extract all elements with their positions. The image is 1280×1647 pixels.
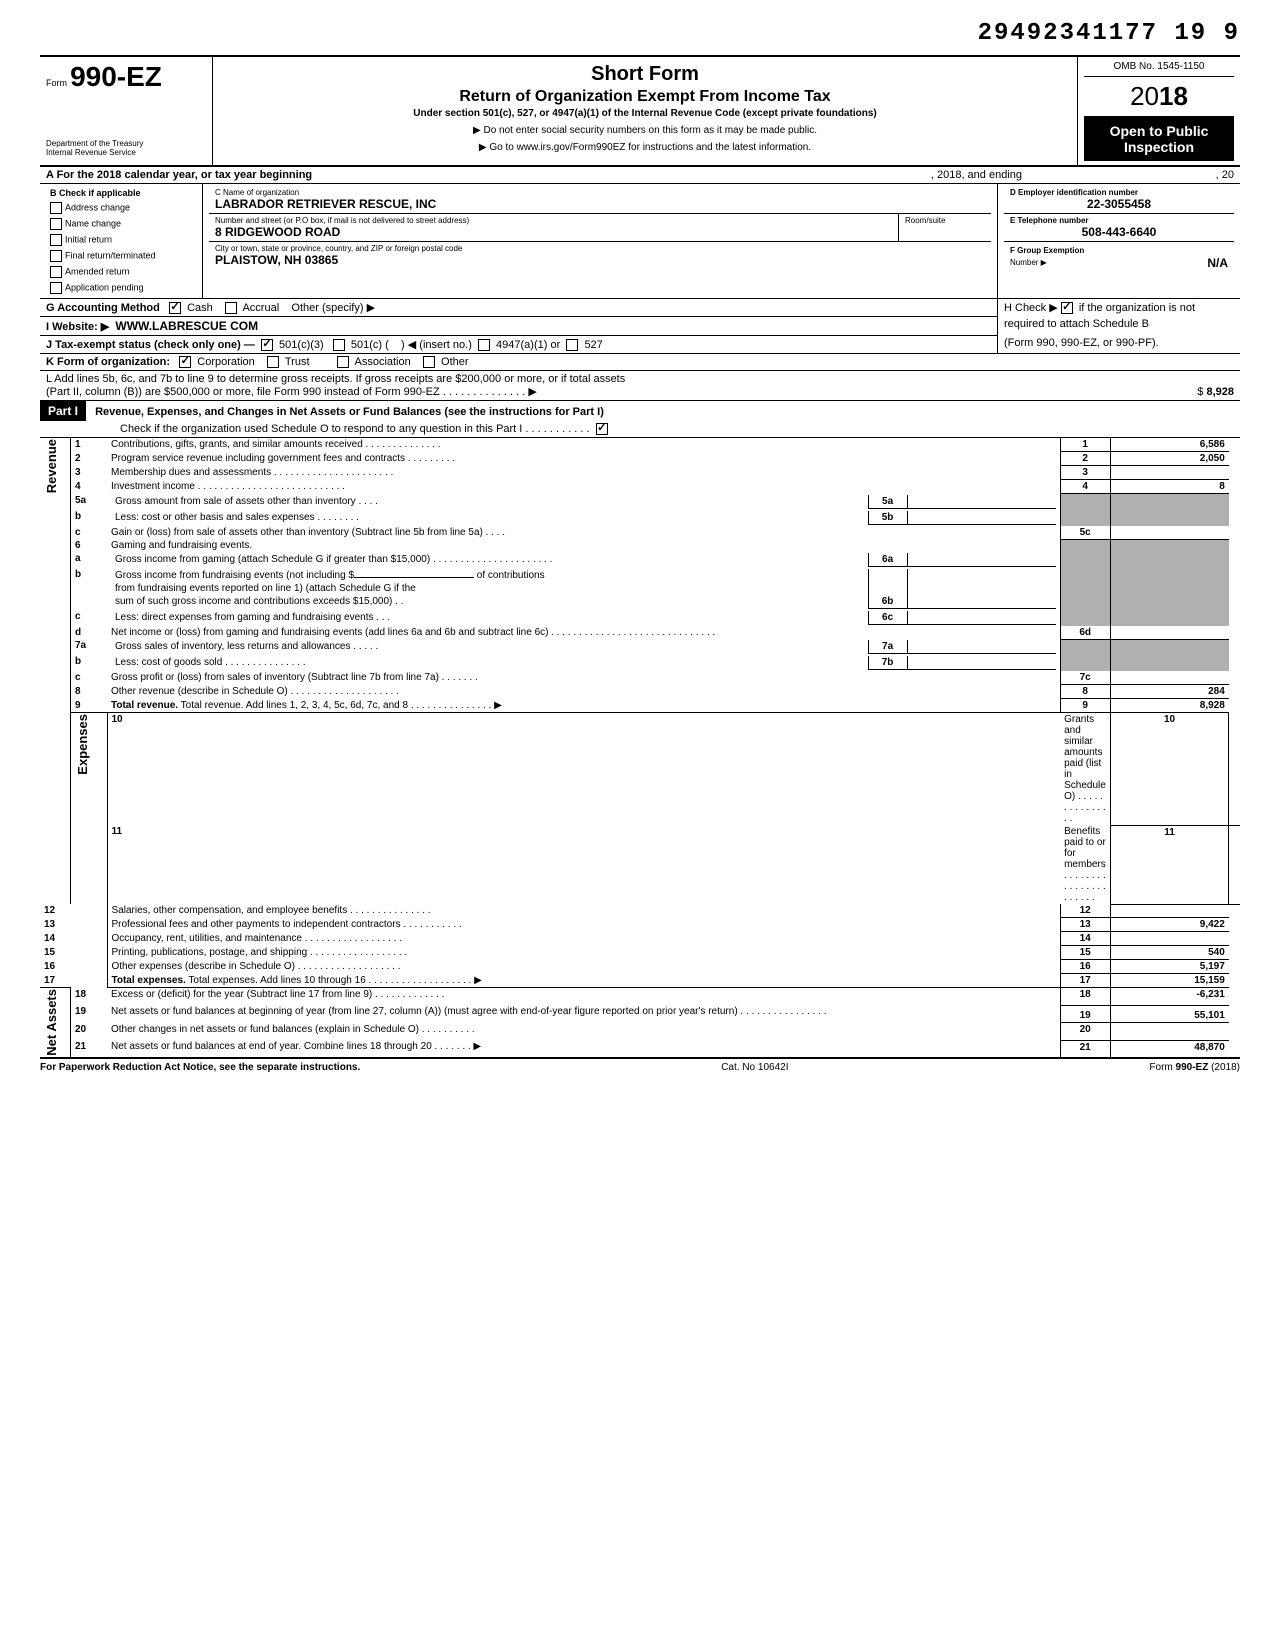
c-label: C Name of organization bbox=[215, 188, 985, 197]
val-line-16: 5,197 bbox=[1110, 960, 1229, 974]
f-label: F Group Exemption bbox=[1010, 246, 1084, 255]
f-label2: Number ▶ bbox=[1010, 258, 1047, 267]
addr-label: Number and street (or P.O box, if mail i… bbox=[215, 216, 892, 225]
val-line-21: 48,870 bbox=[1110, 1040, 1229, 1057]
line-j: J Tax-exempt status (check only one) — 5… bbox=[40, 335, 1240, 353]
form-prefix: Form bbox=[46, 78, 67, 88]
expenses-label: Expenses bbox=[75, 714, 90, 775]
val-line-11 bbox=[1229, 825, 1240, 904]
dept-irs: Internal Revenue Service bbox=[46, 148, 206, 157]
city-label: City or town, state or province, country… bbox=[215, 244, 985, 253]
omb-number: OMB No. 1545-1150 bbox=[1084, 61, 1234, 77]
val-line-18: -6,231 bbox=[1110, 988, 1229, 1005]
line-a: A For the 2018 calendar year, or tax yea… bbox=[40, 167, 1240, 184]
section-b-title: B Check if applicable bbox=[46, 186, 196, 200]
val-line-2: 2,050 bbox=[1110, 452, 1229, 466]
part-1-header: Part I Revenue, Expenses, and Changes in… bbox=[40, 400, 1240, 438]
val-line-14 bbox=[1110, 932, 1229, 946]
val-line-19: 55,101 bbox=[1110, 1005, 1229, 1022]
website-note: ▶ Go to www.irs.gov/Form990EZ for instru… bbox=[221, 142, 1069, 153]
cb-address-change[interactable] bbox=[50, 202, 62, 214]
dept-treasury: Department of the Treasury bbox=[46, 139, 206, 148]
val-line-20 bbox=[1110, 1023, 1229, 1040]
line-l: L Add lines 5b, 6c, and 7b to line 9 to … bbox=[40, 371, 1240, 400]
val-line-1: 6,586 bbox=[1110, 438, 1229, 452]
cb-amended[interactable] bbox=[50, 266, 62, 278]
ein: 22-3055458 bbox=[1010, 197, 1228, 211]
website: WWW.LABRESCUE COM bbox=[115, 319, 258, 333]
footer-form: 990-EZ bbox=[1176, 1062, 1209, 1073]
cb-other-org[interactable] bbox=[423, 356, 435, 368]
line-g-h: G Accounting Method Cash Accrual Other (… bbox=[40, 299, 1240, 316]
cb-pending[interactable] bbox=[50, 282, 62, 294]
cb-sched-b[interactable] bbox=[1061, 302, 1073, 314]
val-line-17: 15,159 bbox=[1110, 974, 1229, 988]
val-line-15: 540 bbox=[1110, 946, 1229, 960]
val-line-3 bbox=[1110, 466, 1229, 480]
revenue-label: Revenue bbox=[44, 439, 59, 493]
short-form-title: Short Form bbox=[221, 63, 1069, 86]
val-line-12 bbox=[1110, 904, 1229, 918]
room-label: Room/suite bbox=[905, 216, 985, 225]
gross-receipts: 8,928 bbox=[1206, 386, 1234, 398]
cb-trust[interactable] bbox=[267, 356, 279, 368]
cb-final-return[interactable] bbox=[50, 250, 62, 262]
cb-501c3[interactable] bbox=[261, 339, 273, 351]
cb-assoc[interactable] bbox=[337, 356, 349, 368]
tax-year: 2018 bbox=[1084, 77, 1234, 117]
page-footer: For Paperwork Reduction Act Notice, see … bbox=[40, 1057, 1240, 1073]
net-assets-label: Net Assets bbox=[44, 989, 59, 1056]
open-public-badge: Open to Public Inspection bbox=[1084, 117, 1234, 161]
org-name: LABRADOR RETRIEVER RESCUE, INC bbox=[215, 197, 985, 211]
group-exemption: N/A bbox=[1207, 256, 1228, 270]
cb-name-change[interactable] bbox=[50, 218, 62, 230]
cb-sched-o[interactable] bbox=[596, 423, 608, 435]
cb-cash[interactable] bbox=[169, 302, 181, 314]
val-line-13: 9,422 bbox=[1110, 918, 1229, 932]
identity-block: B Check if applicable Address change Nam… bbox=[40, 184, 1240, 298]
val-line-10 bbox=[1229, 713, 1240, 826]
main-title: Return of Organization Exempt From Incom… bbox=[221, 88, 1069, 106]
form-header: Form 990-EZ Department of the Treasury I… bbox=[40, 55, 1240, 167]
form-number: 990-EZ bbox=[70, 61, 162, 92]
val-line-6d bbox=[1110, 626, 1229, 640]
d-label: D Employer identification number bbox=[1010, 188, 1228, 197]
main-financial-table: Revenue 1 Contributions, gifts, grants, … bbox=[40, 438, 1240, 1057]
subtitle: Under section 501(c), 527, or 4947(a)(1)… bbox=[221, 108, 1069, 119]
line-i: I Website: ▶ WWW.LABRESCUE COM required … bbox=[40, 316, 1240, 335]
telephone: 508-443-6640 bbox=[1010, 225, 1228, 239]
cb-527[interactable] bbox=[566, 339, 578, 351]
cb-accrual[interactable] bbox=[225, 302, 237, 314]
val-line-5c bbox=[1110, 526, 1229, 540]
cb-501c[interactable] bbox=[333, 339, 345, 351]
cb-corp[interactable] bbox=[179, 356, 191, 368]
street-address: 8 RIDGEWOOD ROAD bbox=[215, 225, 892, 239]
e-label: E Telephone number bbox=[1010, 216, 1228, 225]
val-line-4: 8 bbox=[1110, 480, 1229, 494]
cb-initial-return[interactable] bbox=[50, 234, 62, 246]
city-state-zip: PLAISTOW, NH 03865 bbox=[215, 253, 985, 267]
val-line-8: 284 bbox=[1110, 685, 1229, 699]
val-line-7c bbox=[1110, 671, 1229, 685]
cb-4947[interactable] bbox=[478, 339, 490, 351]
ssn-note: ▶ Do not enter social security numbers o… bbox=[221, 125, 1069, 136]
top-stamp-number: 29492341177 19 9 bbox=[40, 20, 1240, 47]
val-line-9: 8,928 bbox=[1110, 699, 1229, 713]
line-k: K Form of organization: Corporation Trus… bbox=[40, 354, 1240, 370]
